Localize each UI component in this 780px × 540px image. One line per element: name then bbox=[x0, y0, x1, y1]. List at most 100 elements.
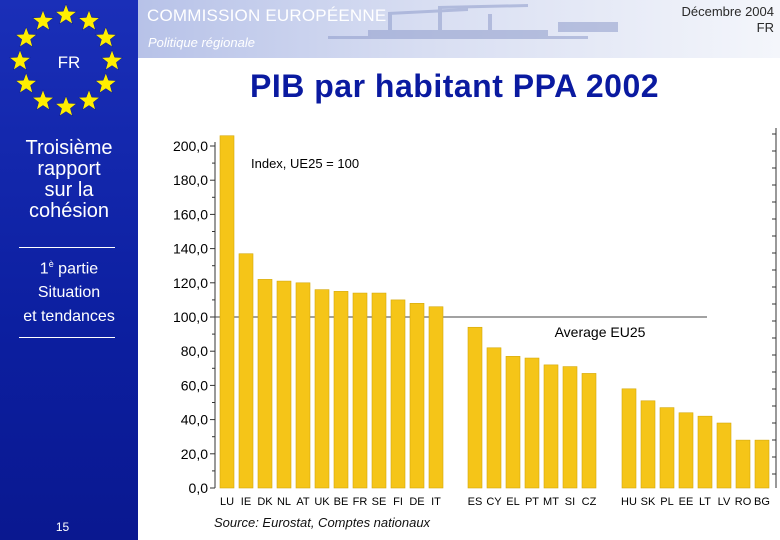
bar-ie bbox=[238, 253, 254, 489]
y-tick-label: 20,0 bbox=[181, 446, 208, 462]
x-tick-label: BG bbox=[754, 496, 770, 508]
eu-star-icon bbox=[77, 9, 101, 31]
sidebar: FR Troisième rapport sur la cohésion 1è … bbox=[0, 0, 138, 540]
bar-uk bbox=[314, 289, 330, 489]
x-tick-label: FR bbox=[353, 496, 368, 508]
y-tick-label: 80,0 bbox=[181, 343, 208, 359]
bar-cz bbox=[581, 373, 597, 489]
bar-ro bbox=[735, 439, 751, 489]
source-note: Source: Eurostat, Comptes nationaux bbox=[214, 515, 431, 530]
part-line: Situation bbox=[37, 284, 101, 302]
date-block: Décembre 2004 FR bbox=[682, 4, 775, 36]
average-label: Average EU25 bbox=[555, 324, 646, 340]
x-tick-label: LV bbox=[718, 496, 731, 508]
bar-se bbox=[371, 292, 387, 489]
x-tick-label: NL bbox=[277, 496, 291, 508]
bar-nl bbox=[276, 280, 292, 489]
bar-lv bbox=[716, 422, 732, 489]
report-title: Troisième rapport sur la cohésion bbox=[0, 138, 138, 222]
x-tick-label: BE bbox=[334, 496, 349, 508]
bar-si bbox=[562, 366, 578, 489]
eu-star-icon bbox=[94, 26, 117, 48]
x-tick-label: EE bbox=[679, 496, 694, 508]
bar-mt bbox=[543, 364, 559, 489]
x-tick-label: DK bbox=[257, 496, 273, 508]
page-number: 15 bbox=[55, 520, 70, 534]
date-text: Décembre 2004 bbox=[681, 4, 775, 19]
sidebar-divider bbox=[19, 337, 115, 338]
x-tick-label: HU bbox=[621, 496, 637, 508]
part-word: partie bbox=[53, 260, 99, 278]
y-tick-label: 100,0 bbox=[173, 309, 208, 325]
bar-pt bbox=[524, 357, 540, 489]
x-tick-label: ES bbox=[468, 496, 483, 508]
x-tick-label: CY bbox=[486, 496, 502, 508]
eu-star-icon bbox=[15, 26, 38, 48]
eu-star-icon bbox=[100, 49, 124, 71]
bar-fi bbox=[390, 299, 406, 489]
bar-es bbox=[467, 326, 483, 489]
bar-ee bbox=[678, 412, 694, 489]
x-tick-label: EL bbox=[506, 496, 519, 508]
bar-bg bbox=[754, 439, 770, 489]
report-title-line: cohésion bbox=[28, 200, 110, 222]
bar-cy bbox=[486, 347, 502, 489]
eu-star-icon bbox=[31, 9, 55, 31]
header-subtitle: Politique régionale bbox=[148, 35, 255, 50]
y-tick-label: 60,0 bbox=[181, 377, 208, 393]
part-label: 1è partie Situation et tendances bbox=[0, 252, 138, 329]
bar-el bbox=[505, 356, 521, 489]
header-banner bbox=[138, 0, 780, 58]
y-tick-label: 180,0 bbox=[173, 172, 208, 188]
y-tick-label: 40,0 bbox=[181, 412, 208, 428]
organization-name: COMMISSION EUROPÉENNE bbox=[147, 6, 387, 25]
part-number-line: 1è partie bbox=[0, 252, 138, 281]
y-tick-label: 140,0 bbox=[173, 241, 208, 257]
bar-hu bbox=[621, 388, 637, 489]
y-tick-label: 160,0 bbox=[173, 206, 208, 222]
page-title: PIB par habitant PPA 2002 bbox=[250, 68, 660, 104]
x-tick-label: SI bbox=[565, 496, 575, 508]
x-tick-label: PT bbox=[525, 496, 539, 508]
index-note: Index, UE25 = 100 bbox=[251, 156, 359, 171]
sidebar-divider bbox=[19, 247, 115, 248]
eu-star-icon bbox=[77, 89, 101, 111]
bar-lu bbox=[219, 135, 235, 489]
part-number: 1 bbox=[39, 260, 49, 278]
bar-pl bbox=[659, 407, 675, 489]
y-tick-label: 120,0 bbox=[173, 275, 208, 291]
x-tick-label: DE bbox=[409, 496, 424, 508]
x-tick-label: UK bbox=[314, 496, 330, 508]
bar-be bbox=[333, 291, 349, 489]
x-tick-label: SE bbox=[372, 496, 387, 508]
x-tick-label: LU bbox=[220, 496, 234, 508]
lang-text: FR bbox=[756, 20, 774, 35]
bar-dk bbox=[257, 279, 273, 489]
eu-star-icon bbox=[54, 3, 78, 25]
eu-star-icon bbox=[15, 72, 38, 94]
report-title-line: rapport bbox=[37, 158, 101, 180]
bar-at bbox=[295, 282, 311, 489]
x-tick-label: MT bbox=[543, 496, 559, 508]
x-tick-label: AT bbox=[296, 496, 310, 508]
x-tick-label: LT bbox=[699, 496, 711, 508]
bar-de bbox=[409, 303, 425, 489]
x-tick-label: IT bbox=[431, 496, 441, 508]
bar-lt bbox=[697, 415, 713, 489]
part-sup: è bbox=[48, 259, 54, 269]
eu-star-icon bbox=[31, 89, 55, 111]
part-line: et tendances bbox=[23, 308, 115, 326]
x-tick-label: FI bbox=[393, 496, 403, 508]
gdp-bar-chart: 0,0 20,0 40,0 60,0 80,0 100,0 120,0 140,0 160,0 1… bbox=[173, 128, 777, 508]
x-tick-label: PL bbox=[660, 496, 673, 508]
x-tick-label: RO bbox=[735, 496, 752, 508]
x-tick-label: CZ bbox=[582, 496, 597, 508]
flag-label: FR bbox=[57, 53, 81, 72]
x-tick-label: IE bbox=[241, 496, 251, 508]
x-tick-label: SK bbox=[641, 496, 656, 508]
y-tick-label: 0,0 bbox=[189, 480, 209, 496]
y-tick-label: 200,0 bbox=[173, 138, 208, 154]
bar-sk bbox=[640, 400, 656, 489]
eu-star-icon bbox=[94, 72, 117, 94]
harbor-cranes-image bbox=[328, 4, 618, 39]
